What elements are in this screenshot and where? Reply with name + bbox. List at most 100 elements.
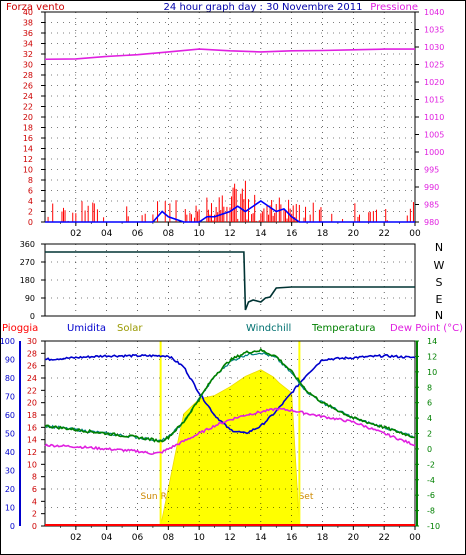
wind-pressure-xtick-label: 22 [378,229,389,239]
rain-tick-label: 18 [27,411,37,420]
wind-pressure-xtick-label: 02 [70,229,81,239]
wind-speed-tick-label: 4 [28,197,33,206]
humidity-tick-label: 0 [10,522,15,531]
rain-tick-label: 12 [27,448,37,457]
wind-speed-tick-label: 16 [23,134,33,143]
temperature-xtick-label: 20 [348,533,360,543]
rain-tick-label: 4 [32,497,37,506]
temperature-tick-label: 8 [427,383,432,392]
wind-speed-tick-label: 36 [23,29,33,38]
wind-pressure-xtick-label: 12 [224,229,235,239]
pressure-tick-label: 1000 [424,148,444,157]
temperature-xtick-label: 04 [101,533,113,543]
rain-tick-label: 26 [27,362,37,371]
wind-speed-tick-label: 28 [23,71,33,80]
temperature-xtick-label: 00 [409,533,421,543]
humidity-tick-label: 20 [5,485,15,494]
rain-tick-label: 28 [27,349,37,358]
temperature-tick-label: 4 [427,414,432,423]
wind-average-line [45,200,415,223]
direction-tick-label: 360 [20,240,35,249]
wind-speed-tick-label: 14 [23,145,33,154]
pressure-tick-label: 980 [424,218,439,227]
dew-point-line [44,407,416,455]
wind-speed-tick-label: 22 [23,103,33,112]
rain-tick-label: 20 [27,399,37,408]
wind-speed-tick-label: 34 [23,40,33,49]
temperature-tick-label: 0 [427,445,432,454]
rain-tick-label: 30 [27,337,37,346]
humidity-tick-label: 80 [5,374,15,383]
temperature-xtick-label: 22 [378,533,389,543]
rain-tick-label: 6 [32,485,37,494]
direction-label-e: E [436,293,443,306]
wind-pressure-xtick-label: 04 [101,229,113,239]
temperature-xtick-label: 14 [255,533,267,543]
pressure-tick-label: 990 [424,183,439,192]
rain-tick-label: 2 [32,510,37,519]
humidity-tick-label: 60 [5,411,15,420]
wind-pressure-xtick-label: 06 [132,229,144,239]
wind-speed-tick-label: 30 [23,61,33,70]
temperature-tick-label: 10 [427,368,437,377]
temperature-tick-label: -6 [427,491,435,500]
wind-speed-tick-label: 12 [23,155,33,164]
pressure-tick-label: 995 [424,166,439,175]
windchill-label: Windchill [246,323,291,334]
chart-title: 24 hour graph day : 30 Novembre 2011 [164,2,363,13]
pressure-tick-label: 1035 [424,26,444,35]
temperature-xtick-label: 10 [193,533,205,543]
pressure-label: Pressione [370,2,418,13]
direction-label-n-top: N [435,241,443,254]
pressure-tick-label: 1005 [424,131,444,140]
wind-speed-tick-label: 32 [23,50,33,59]
wind-pressure-xtick-label: 16 [286,229,298,239]
wind-speed-tick-label: 0 [28,218,33,227]
pressure-tick-label: 1040 [424,8,444,17]
temperature-tick-label: 14 [427,337,437,346]
temperature-xtick-label: 16 [286,533,298,543]
wind-speed-label: Forza vento [6,2,65,13]
wind-speed-tick-label: 40 [23,8,33,17]
pressure-tick-label: 985 [424,201,439,210]
temperature-tick-label: 6 [427,399,432,408]
rain-tick-label: 24 [27,374,37,383]
temperature-tick-label: 2 [427,430,432,439]
wind-pressure-xtick-label: 20 [348,229,360,239]
wind-speed-tick-label: 6 [28,187,33,196]
temperature-xtick-label: 12 [224,533,235,543]
wind-speed-tick-label: 20 [23,113,33,122]
humidity-tick-label: 40 [5,448,15,457]
humidity-tick-label: 50 [5,430,15,439]
wind-direction-line [45,251,415,311]
pressure-tick-label: 1020 [424,78,444,87]
pressure-line [44,48,415,61]
humidity-tick-label: 70 [5,393,15,402]
pressure-tick-label: 1015 [424,96,444,105]
rain-tick-label: 22 [27,386,37,395]
wind-speed-tick-label: 26 [23,82,33,91]
direction-tick-label: 270 [20,258,35,267]
wind-pressure-xtick-label: 14 [255,229,267,239]
temperature-tick-label: 12 [427,352,437,361]
direction-tick-label: 90 [25,294,35,303]
rain-tick-label: 16 [27,423,37,432]
rain-tick-label: 8 [32,473,37,482]
rain-tick-label: 14 [27,436,37,445]
temperature-xtick-label: 08 [163,533,175,543]
humidity-tick-label: 30 [5,467,15,476]
temperature-tick-label: -2 [427,460,435,469]
wind-pressure-xtick-label: 10 [193,229,205,239]
humidity-line [44,353,416,435]
wind-speed-tick-label: 10 [23,166,33,175]
wind-speed-tick-label: 2 [28,208,33,217]
direction-label-w: W [434,259,445,272]
wind-speed-tick-label: 38 [23,19,33,28]
direction-tick-label: 180 [20,276,35,285]
wind-speed-tick-label: 24 [23,92,33,101]
temperature-xtick-label: 02 [70,533,81,543]
temperature-tick-label: -4 [427,476,435,485]
rain-tick-label: 0 [32,522,37,531]
